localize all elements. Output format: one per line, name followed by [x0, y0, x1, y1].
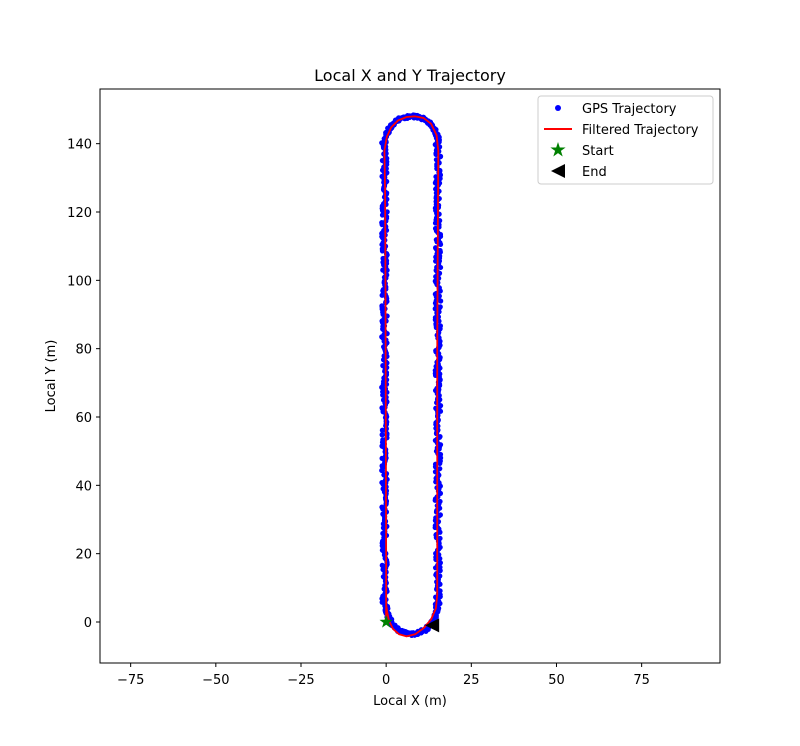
- x-axis-label: Local X (m): [373, 694, 447, 709]
- x-tick-label: 0: [382, 673, 390, 688]
- gps-point: [379, 467, 385, 474]
- gps-point: [379, 248, 386, 254]
- y-tick-label: 40: [75, 479, 92, 494]
- y-tick-label: 80: [75, 343, 92, 358]
- axes-frame: [99, 88, 721, 664]
- gps-point: [437, 153, 444, 159]
- legend-box: [537, 95, 714, 185]
- legend-end-marker: [551, 164, 565, 178]
- y-tick-label: 20: [75, 548, 92, 563]
- gps-point: [437, 304, 443, 310]
- gps-point: [379, 432, 385, 438]
- x-tick-label: −50: [202, 673, 229, 688]
- y-tick-label: 0: [84, 616, 92, 631]
- x-tick-label: 75: [633, 673, 650, 688]
- x-tick-label: 50: [548, 673, 565, 688]
- x-tick-label: −25: [287, 673, 314, 688]
- chart-title: Local X and Y Trajectory: [314, 66, 506, 85]
- plot-area: [99, 88, 721, 664]
- y-axis-ticks: 0 20 40 60 80 100 120 140: [67, 138, 100, 631]
- y-tick-label: 140: [67, 138, 92, 153]
- legend-end-label: End: [582, 165, 607, 180]
- gps-point: [437, 512, 443, 518]
- legend-gps-marker: [555, 105, 561, 111]
- gps-point: [379, 427, 386, 433]
- end-marker: [425, 618, 440, 633]
- gps-point: [437, 403, 444, 409]
- legend: GPS Trajectory Filtered Trajectory Start…: [537, 95, 714, 185]
- y-axis-label: Local Y (m): [44, 340, 59, 413]
- x-axis-ticks: −75 −50 −25 0 25 50 75: [117, 663, 650, 688]
- y-tick-label: 120: [67, 206, 92, 221]
- x-tick-label: 25: [463, 673, 480, 688]
- legend-start-label: Start: [582, 144, 614, 159]
- y-tick-label: 100: [67, 274, 92, 289]
- gps-point: [379, 212, 386, 218]
- legend-filtered-label: Filtered Trajectory: [582, 123, 699, 138]
- gps-point: [437, 466, 443, 472]
- x-tick-label: −75: [117, 673, 144, 688]
- y-tick-label: 60: [75, 411, 92, 426]
- gps-point: [437, 498, 443, 505]
- legend-start-marker: [550, 142, 566, 157]
- gps-point: [437, 433, 443, 440]
- gps-point: [379, 292, 385, 298]
- gps-point: [437, 323, 443, 329]
- gps-point: [437, 560, 443, 566]
- legend-gps-label: GPS Trajectory: [582, 102, 677, 117]
- filtered-trajectory-line: [383, 115, 440, 638]
- start-marker: [379, 615, 393, 628]
- series-layer: [379, 112, 444, 639]
